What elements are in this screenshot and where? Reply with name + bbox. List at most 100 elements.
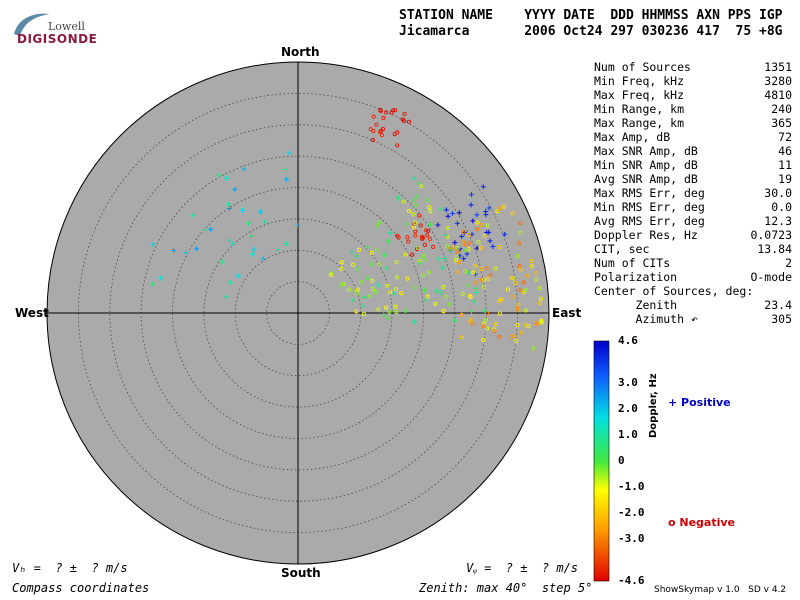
echo-point-negative: [379, 132, 384, 138]
echo-point-negative: [470, 321, 475, 326]
echo-point-negative: [529, 264, 534, 269]
echo-point-negative: [496, 206, 502, 212]
echo-point-negative: [339, 260, 344, 265]
stat-label: Max Freq, kHz: [594, 88, 685, 102]
echo-point-positive: [421, 287, 427, 293]
echo-point-positive: [482, 308, 488, 314]
echo-point-negative: [466, 241, 471, 246]
echo-point-negative: [474, 280, 479, 285]
echo-point-negative: [393, 108, 398, 113]
echo-point-negative: [426, 198, 431, 203]
echo-point-positive: [216, 172, 222, 178]
stat-value: 72: [778, 130, 792, 144]
echo-point-negative: [371, 128, 376, 134]
stat-value: 3280: [764, 74, 792, 88]
echo-points: [150, 107, 544, 351]
echo-point-positive: [208, 226, 214, 232]
echo-point-negative: [497, 311, 503, 316]
echo-point-negative: [406, 209, 411, 214]
echo-point-positive: [440, 265, 446, 271]
echo-point-negative: [518, 287, 523, 292]
echo-point-negative: [457, 260, 462, 265]
echo-point-positive: [411, 319, 417, 325]
echo-point-positive: [283, 241, 289, 247]
echo-point-negative: [339, 282, 344, 287]
echo-point-positive: [428, 221, 434, 227]
logo-lowell: Lowell: [48, 20, 85, 33]
echo-point-positive: [250, 251, 256, 257]
echo-point-positive: [150, 242, 156, 248]
echo-point-negative: [376, 307, 381, 312]
stat-label: Min Freq, kHz: [594, 74, 685, 88]
echo-point-negative: [516, 241, 522, 246]
echo-point-positive: [447, 247, 453, 253]
echo-point-negative: [478, 246, 483, 251]
echo-point-negative: [416, 194, 421, 199]
echo-point-negative: [406, 239, 411, 244]
echo-point-negative: [365, 275, 370, 281]
echo-point-negative: [475, 220, 480, 225]
echo-point-positive: [416, 180, 422, 186]
echo-point-negative: [425, 294, 430, 299]
echo-point-negative: [411, 212, 416, 217]
echo-point-negative: [529, 259, 534, 264]
compass-east: East: [552, 306, 582, 320]
echo-point-negative: [512, 333, 517, 338]
stat-label: Avg RMS Err, deg: [594, 214, 705, 228]
echo-point-positive: [350, 297, 356, 303]
stat-label: Doppler Res, Hz: [594, 228, 698, 242]
echo-point-negative: [405, 276, 410, 281]
echo-point-negative: [454, 255, 459, 260]
stat-value: 13.84: [757, 242, 792, 256]
version-label: ShowSkymap v 1.0 SD v 4.2: [654, 585, 787, 595]
echo-point-negative: [350, 262, 356, 267]
echo-point-positive: [468, 192, 474, 198]
echo-point-negative: [376, 262, 381, 267]
echo-point-negative: [328, 272, 333, 277]
echo-point-positive: [452, 317, 458, 323]
echo-point-negative: [369, 262, 374, 267]
echo-point-negative: [481, 324, 486, 329]
echo-point-negative: [416, 245, 421, 251]
echo-point-negative: [406, 119, 412, 124]
stat-value: 0.0723: [750, 228, 792, 242]
echo-point-negative: [510, 294, 515, 299]
echo-point-positive: [360, 303, 366, 309]
echo-point-negative: [535, 321, 540, 326]
echo-point-positive: [262, 219, 268, 225]
echo-point-negative: [420, 273, 425, 278]
stat-value: 4810: [764, 88, 792, 102]
echo-point-negative: [368, 294, 373, 299]
echo-point-positive: [349, 249, 355, 255]
echo-point-positive: [190, 213, 196, 219]
echo-point-negative: [441, 309, 446, 314]
echo-point-negative: [518, 230, 523, 235]
echo-point-negative: [463, 269, 468, 274]
echo-point-negative: [482, 284, 487, 289]
stat-value: 11: [778, 158, 792, 172]
echo-point-positive: [381, 312, 387, 318]
echo-point-positive: [354, 253, 360, 259]
echo-point-negative: [459, 335, 464, 340]
echo-point-positive: [240, 207, 246, 213]
echo-point-positive: [275, 247, 281, 253]
echo-point-negative: [471, 270, 476, 275]
echo-point-negative: [384, 305, 389, 310]
echo-point-negative: [518, 267, 523, 272]
echo-point-negative: [426, 270, 431, 275]
echo-point-negative: [447, 247, 452, 252]
echo-point-negative: [518, 221, 523, 226]
stat-label: Avg SNR Amp, dB: [594, 172, 698, 186]
echo-point-positive: [283, 166, 289, 172]
stat-value: 30.0: [764, 186, 792, 200]
echo-point-negative: [356, 267, 361, 272]
echo-point-negative: [426, 228, 431, 233]
echo-point-negative: [538, 300, 543, 306]
echo-point-positive: [364, 244, 370, 250]
echo-point-positive: [486, 229, 492, 235]
compass-north: North: [281, 45, 320, 59]
echo-point-positive: [219, 259, 225, 265]
stat-value: 240: [771, 102, 792, 116]
echo-point-negative: [479, 267, 484, 272]
colorbar-tick-label: -2.0: [618, 506, 645, 520]
